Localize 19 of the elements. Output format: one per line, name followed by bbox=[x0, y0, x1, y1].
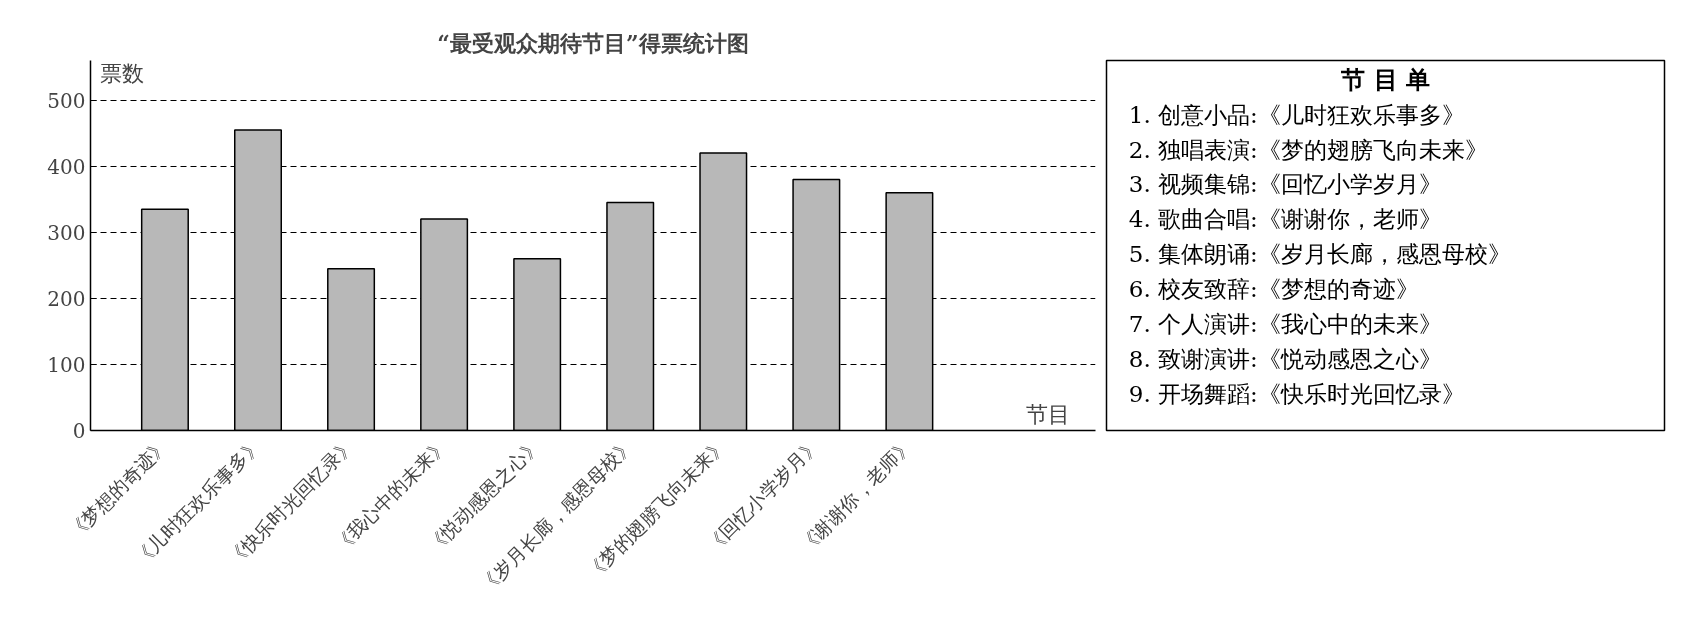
text: 6. 校友致辞:《梦想的奇迹》 bbox=[1128, 276, 1419, 303]
y-tick-label: 300 bbox=[47, 220, 86, 245]
y-tick-label: 0 bbox=[72, 419, 86, 443]
text: 节 目 单 bbox=[1340, 65, 1430, 95]
x-axis-title: 节目 bbox=[1025, 401, 1070, 427]
text: 9. 开场舞蹈:《快乐时光回忆录》 bbox=[1128, 380, 1465, 407]
y-tick-label: 500 bbox=[47, 88, 86, 113]
y-tick-label: 400 bbox=[47, 154, 86, 179]
text: 8. 致谢演讲:《悦动感恩之心》 bbox=[1128, 345, 1442, 372]
text: 1. 创意小品:《儿时狂欢乐事多》 bbox=[1128, 101, 1465, 128]
text: 3. 视频集锦:《回忆小学岁月》 bbox=[1128, 171, 1442, 198]
chart-title: “最受观众期待节目”得票统计图 bbox=[437, 29, 749, 56]
y-axis-title: 票数 bbox=[99, 60, 144, 86]
text: 5. 集体朗诵:《岁月长廊，感恩母校》 bbox=[1128, 241, 1511, 268]
text: 2. 独唱表演:《梦的翅膀飞向未来》 bbox=[1128, 136, 1488, 163]
text: 7. 个人演讲:《我心中的未来》 bbox=[1128, 311, 1442, 338]
y-tick-label: 200 bbox=[47, 286, 86, 311]
text: 4. 歌曲合唱:《谢谢你，老师》 bbox=[1128, 206, 1442, 233]
y-tick-label: 100 bbox=[47, 352, 86, 377]
